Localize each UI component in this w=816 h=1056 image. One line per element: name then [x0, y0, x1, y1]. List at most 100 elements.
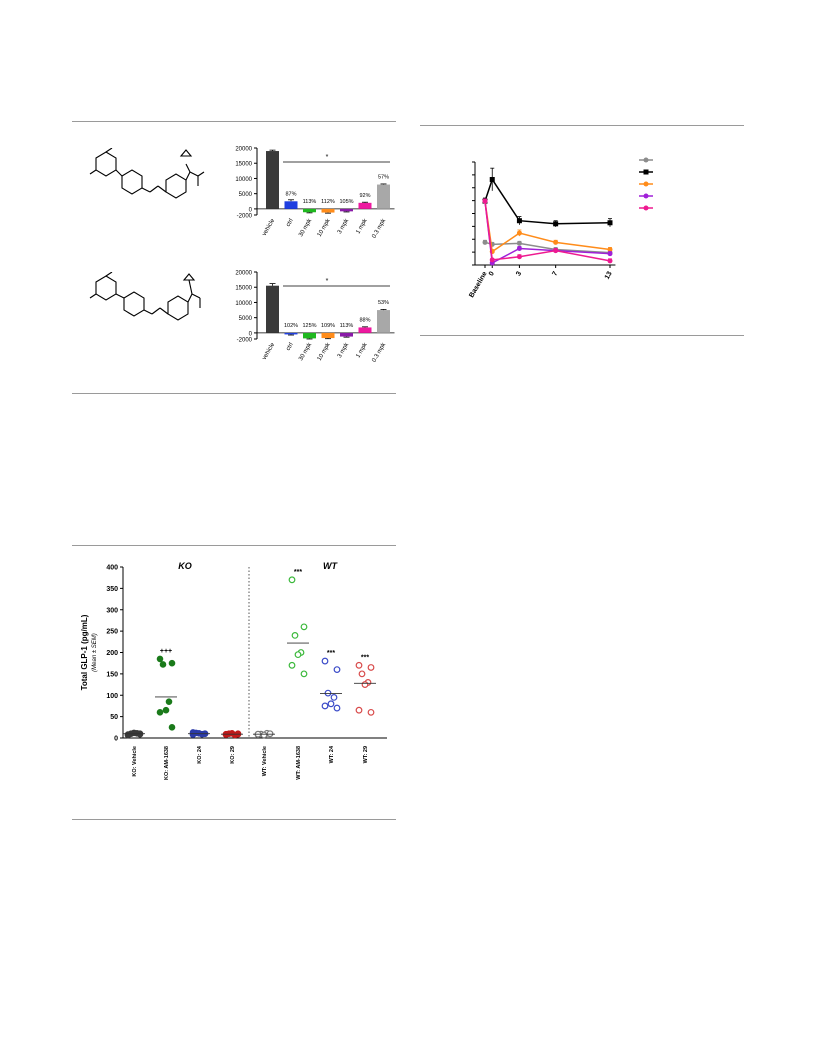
rule-4 [72, 819, 396, 820]
y-tick-label: 10000 [235, 301, 252, 307]
data-point [489, 257, 495, 263]
series-line [484, 201, 611, 265]
chemical-structure-2 [89, 272, 201, 321]
category-label: 0.3 mpk [371, 341, 387, 363]
y-tick-label: 0 [114, 736, 118, 743]
data-point [156, 709, 164, 716]
bar [303, 332, 316, 339]
y-tick-label: 250 [106, 629, 118, 636]
y-axis-subtitle: (Mean ± SEM) [92, 633, 98, 672]
data-point [367, 664, 375, 671]
data-point [516, 254, 522, 260]
bar [377, 310, 390, 333]
data-point [516, 240, 522, 246]
data-point [553, 239, 559, 245]
bar [303, 208, 316, 213]
bar [340, 208, 353, 212]
group-label: WT: AM-1638 [296, 746, 302, 780]
data-point [288, 661, 296, 669]
bar [340, 332, 353, 337]
rule-2 [72, 393, 396, 394]
rule-5 [420, 125, 744, 126]
data-point [333, 666, 341, 673]
data-point [168, 659, 176, 667]
y-tick-label: 5000 [239, 192, 253, 198]
bar-chart-2: 20000 15000 10000 5000 0-2000 vehicle 102% ctrl… [235, 271, 395, 363]
bar [377, 184, 390, 209]
y-tick-label: 50 [110, 714, 118, 721]
category-label: 30 mpk [298, 341, 314, 362]
data-point [516, 230, 522, 236]
data-point [162, 706, 170, 714]
y-tick-label: 0 [249, 207, 253, 213]
rule-1 [72, 121, 396, 122]
category-label: ctrl [286, 218, 295, 228]
x-tick-label: 7 [551, 270, 559, 277]
legend-marker [643, 157, 649, 163]
legend-marker [643, 205, 649, 211]
data-point [358, 670, 366, 678]
x-tick-label: 0 [488, 270, 496, 277]
line-chart: Baseline 0 3 7 13 [468, 157, 653, 299]
rule-6 [420, 335, 744, 336]
y-tick-label: 20000 [235, 147, 252, 153]
bar-label: 109% [321, 323, 335, 329]
data-point [361, 681, 369, 688]
y-tick-label: 20000 [235, 271, 252, 277]
significance-mark: *** [327, 650, 335, 657]
bar-label: 105% [339, 199, 353, 205]
bar-label: 57% [378, 175, 389, 181]
category-label: vehicle [262, 217, 277, 237]
data-point [482, 239, 488, 245]
group-label: KO: 29 [230, 746, 236, 764]
category-label: 1 mpk [355, 341, 369, 359]
data-point [168, 724, 176, 731]
bar [266, 151, 279, 209]
bar [266, 285, 279, 333]
y-tick-label: 15000 [235, 286, 252, 292]
category-label: 1 mpk [355, 217, 369, 235]
data-point [288, 576, 296, 584]
y-tick-label: 400 [106, 565, 118, 572]
group-label: KO: 24 [197, 745, 203, 764]
data-point [355, 661, 363, 669]
category-label: 30 mpk [298, 217, 314, 238]
bar [321, 332, 335, 339]
data-point [300, 623, 308, 631]
y-tick-label: 350 [106, 586, 118, 593]
y-tick-label: -2000 [237, 214, 253, 220]
scatter-chart: 0 50 100 150 200 250 300 350 400 Total GLP-1 (pg/… [80, 561, 387, 780]
bar [284, 201, 298, 209]
bar-label: 125% [302, 323, 316, 329]
data-point [330, 693, 338, 701]
data-point [482, 198, 488, 204]
panel-label-wt: WT [323, 561, 338, 571]
legend-marker [643, 169, 649, 175]
x-tick-label: 3 [515, 270, 523, 277]
data-point [367, 708, 375, 716]
data-point [607, 220, 613, 226]
chemical-structure-1 [89, 148, 205, 199]
data-point [607, 251, 613, 257]
x-tick-label: 13 [604, 270, 614, 280]
significance-mark: *** [294, 569, 302, 576]
bar-label: 113% [303, 199, 317, 205]
data-point [189, 729, 197, 736]
data-point [291, 631, 299, 639]
category-label: 10 mpk [317, 217, 333, 238]
significance-mark: *** [361, 654, 369, 661]
data-point [156, 655, 164, 663]
bar-chart-1: 20000 15000 10000 5000 0-2000 vehicle 87% ctrl 1… [235, 147, 395, 239]
bar-label: 53% [378, 300, 389, 306]
bar-label: 113% [340, 323, 354, 329]
y-tick-label: -2000 [237, 338, 253, 344]
data-point [228, 729, 236, 737]
category-label: 3 mpk [337, 341, 351, 359]
category-label: 0.3 mpk [371, 217, 387, 239]
data-point [553, 221, 559, 227]
data-point [516, 218, 522, 224]
y-axis-title: Total GLP-1 (pg/mL) [80, 614, 89, 690]
bar-label: 88% [359, 317, 370, 323]
data-point [607, 247, 613, 253]
data-point [130, 729, 138, 737]
